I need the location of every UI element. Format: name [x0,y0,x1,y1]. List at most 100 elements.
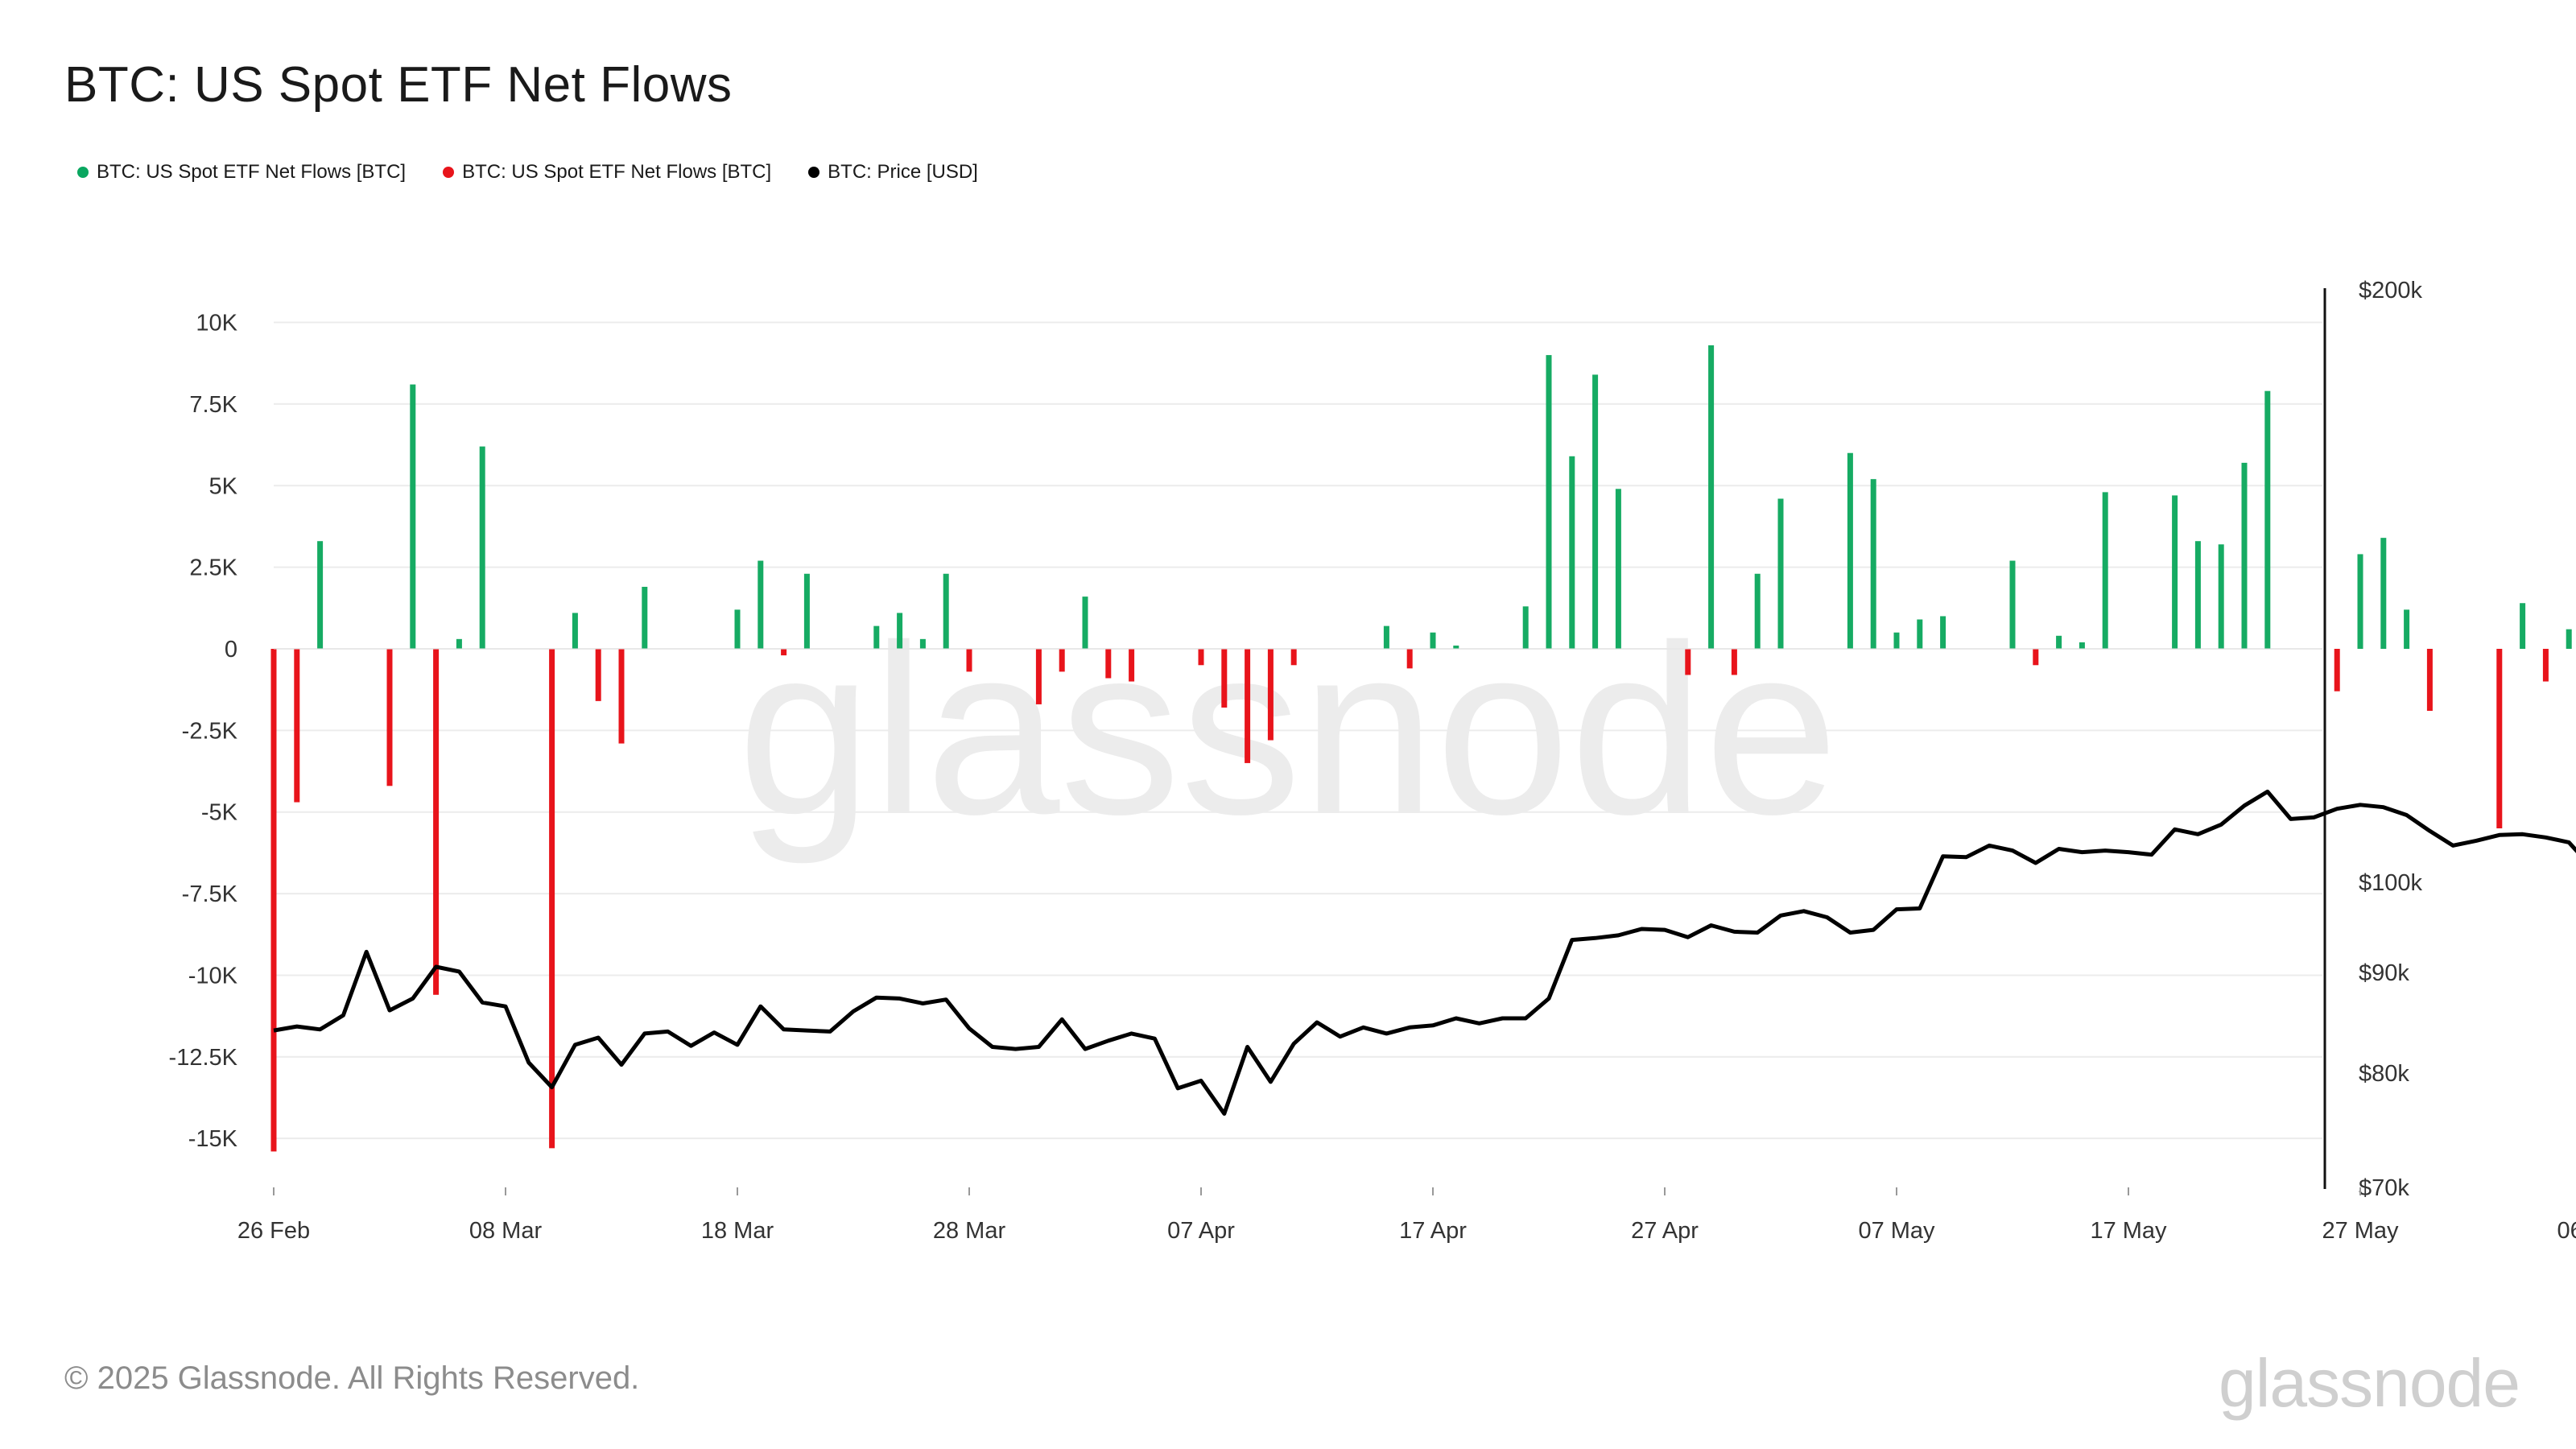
outflow-bar [1129,649,1135,682]
x-tick-label: 06 Jun [2557,1218,2576,1244]
x-tick-label: 08 Mar [469,1218,543,1244]
outflow-bar [2033,649,2039,666]
inflow-bar [2357,554,2363,649]
y-left-tick-label: 2.5K [189,555,237,581]
y-left-tick-label: 5K [209,473,238,499]
y-right-tick-label: $100k [2359,870,2423,896]
legend-dot-black-icon [808,167,820,178]
outflow-bar [270,649,277,1152]
inflow-bar [1615,489,1621,649]
inflow-bar [1383,625,1389,649]
y-left-tick-label: -12.5K [169,1045,238,1071]
y-left-tick-label: 7.5K [189,392,237,418]
inflow-bar [2009,560,2016,649]
outflow-bar [1290,649,1297,666]
outflow-bar [1105,649,1112,679]
y-left-tick-label: 0 [225,637,237,663]
inflow-bar [479,446,485,649]
inflow-bar [1847,452,1853,649]
price-line [273,789,2576,1116]
y-right-tick-label: $90k [2359,960,2409,986]
outflow-bar [433,649,440,995]
x-tick-label: 17 May [2090,1218,2167,1244]
outflow-bar [1685,649,1691,675]
inflow-bar [897,613,903,649]
y-left-tick-label: 10K [196,311,237,336]
inflow-bar [1546,355,1552,649]
y-right-tick-label: $200k [2359,278,2423,303]
legend-label-outflows: BTC: US Spot ETF Net Flows [BTC] [462,161,772,183]
outflow-bar [1221,649,1228,708]
copyright-footer: © 2025 Glassnode. All Rights Reserved. [64,1360,640,1396]
legend-dot-green-icon [77,167,89,178]
inflow-bar [1453,645,1459,649]
inflow-bar [2056,635,2062,649]
price-series-line [273,789,2576,1116]
inflow-bar [410,384,416,649]
inflow-bar [1870,479,1876,649]
y-left-tick-label: -2.5K [182,718,238,744]
y-left-tick-label: -7.5K [182,881,238,907]
legend: BTC: US Spot ETF Net Flows [BTC] BTC: US… [77,161,978,184]
y-left-tick-label: -10K [188,963,238,989]
inflow-bar [2172,495,2178,649]
inflow-bar [1569,456,1575,649]
outflow-bar [618,649,625,744]
x-tick-label: 07 Apr [1167,1218,1235,1244]
legend-dot-red-icon [443,167,455,178]
y-axis-right: $200k $100k $90k $80k $70k [2323,278,2423,1201]
outflow-bar [1198,649,1204,666]
chart-title: BTC: US Spot ETF Net Flows [64,57,733,113]
inflow-bar [1940,616,1946,649]
inflow-bar [1522,606,1529,649]
outflow-bar [294,649,300,803]
brand-logo: glassnode [2219,1345,2520,1421]
outflow-bar [595,649,601,701]
inflow-bar [2241,462,2248,649]
flow-bars [270,345,2572,1152]
outflow-bar [1035,649,1042,704]
inflow-bar [1708,345,1715,649]
inflow-bar [572,613,578,649]
inflow-bar [919,638,926,649]
inflow-bar [1592,374,1599,649]
outflow-bar [2496,649,2503,828]
outflow-bar [1731,649,1737,675]
inflow-bar [2264,390,2271,649]
grid-lines [274,321,2322,1140]
legend-item-price[interactable]: BTC: Price [USD] [808,161,978,184]
outflow-bar [386,649,393,786]
inflow-bar [758,560,764,649]
legend-item-outflows[interactable]: BTC: US Spot ETF Net Flows [BTC] [443,161,771,184]
inflow-bar [2520,603,2526,649]
outflow-bar [1245,649,1251,763]
outflow-bar [549,649,555,1149]
y-axis-left: 10K 7.5K 5K 2.5K 0 -2.5K -5K -7.5K -10K -12.5K -15… [169,311,238,1153]
y-left-tick-label: -5K [201,800,238,826]
x-tick-label: 18 Mar [701,1218,774,1244]
x-tick-label: 26 Feb [237,1218,310,1244]
inflow-bar [1754,573,1761,649]
y-left-tick-label: -15K [188,1126,238,1152]
outflow-bar [2426,649,2433,712]
inflow-bar [734,609,741,649]
x-axis: 26 Feb 08 Mar 18 Mar 28 Mar 07 Apr 17 Apr 27 A… [237,1187,2576,1244]
inflow-bar [2102,492,2108,649]
outflow-bar [1406,649,1413,669]
inflow-bar [2194,541,2201,649]
x-tick-label: 27 May [2322,1218,2399,1244]
inflow-bar [1917,619,1923,649]
y-right-tick-label: $70k [2359,1175,2409,1201]
y-right-tick-label: $80k [2359,1061,2409,1087]
inflow-bar [873,625,880,649]
inflow-bar [1082,597,1088,649]
inflow-bar [1777,498,1784,649]
x-tick-label: 28 Mar [933,1218,1006,1244]
x-tick-label: 07 May [1858,1218,1935,1244]
inflow-bar [943,573,949,649]
x-tick-label: 17 Apr [1399,1218,1467,1244]
legend-item-inflows[interactable]: BTC: US Spot ETF Net Flows [BTC] [77,161,406,184]
x-tick-label: 27 Apr [1631,1218,1699,1244]
inflow-bar [1430,632,1436,649]
